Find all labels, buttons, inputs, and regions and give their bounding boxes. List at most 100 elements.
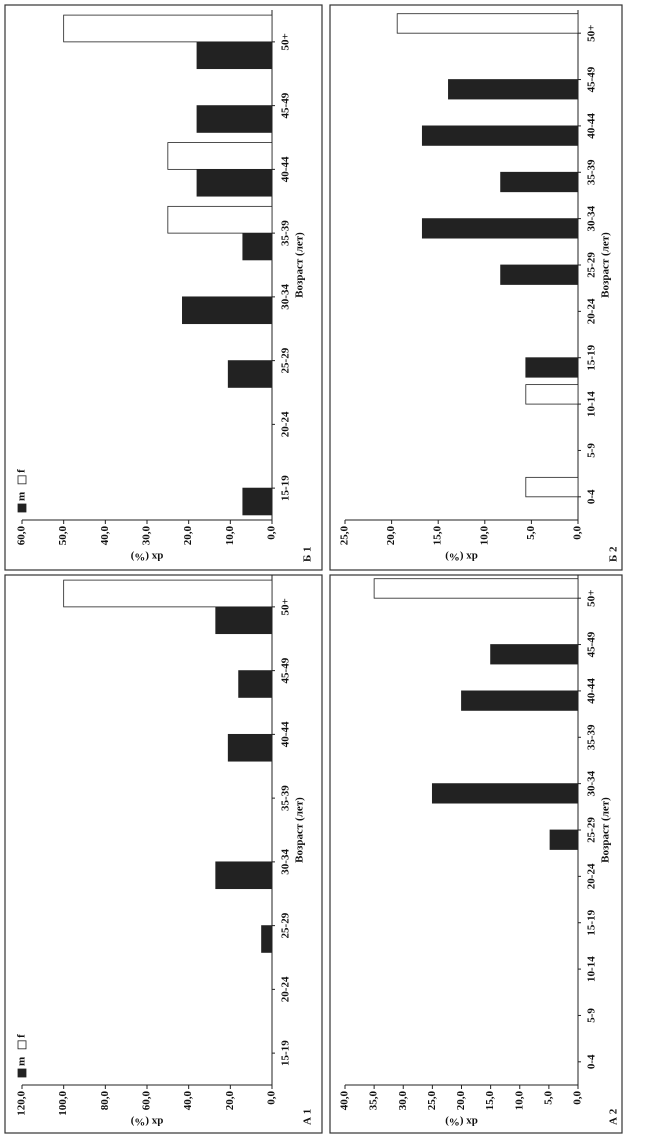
legend-label: m xyxy=(16,1057,28,1066)
x-axis-title: Возраст (лет) xyxy=(600,797,612,863)
x-tick-label: 50+ xyxy=(586,590,598,607)
bar xyxy=(227,733,273,762)
y-tick-label: 60,0 xyxy=(141,1091,153,1111)
legend-swatch xyxy=(17,1068,27,1078)
bar xyxy=(196,105,273,133)
bar xyxy=(196,41,273,70)
panel-label: А 1 xyxy=(302,1109,314,1125)
bar xyxy=(396,13,579,34)
y-axis-title: dx (%) xyxy=(130,1115,163,1127)
x-tick-label: 15-19 xyxy=(280,475,292,501)
x-tick-label: 35-39 xyxy=(280,785,292,811)
bar xyxy=(448,79,579,100)
y-tick-label: 30,0 xyxy=(141,526,153,546)
legend-swatch xyxy=(17,503,27,513)
x-tick-label: 15-19 xyxy=(280,1040,292,1066)
x-tick-label: 35-39 xyxy=(586,724,598,750)
legend-label: f xyxy=(16,1034,28,1038)
x-tick-label: 50+ xyxy=(280,598,292,615)
bar xyxy=(227,360,273,388)
x-tick-label: 20-24 xyxy=(586,863,598,889)
y-tick-label: 20,0 xyxy=(182,526,194,546)
x-axis-title: Возраст (лет) xyxy=(600,232,612,298)
legend-swatch xyxy=(17,475,27,485)
x-tick-label: 15-19 xyxy=(586,344,598,370)
x-tick-label: 5-9 xyxy=(586,1008,598,1023)
bar xyxy=(261,925,273,953)
bar xyxy=(242,232,273,261)
y-tick-label: 0,0 xyxy=(572,1091,584,1105)
x-tick-label: 45-49 xyxy=(586,631,598,657)
bar xyxy=(549,829,579,850)
y-tick-label: 20,0 xyxy=(455,1091,467,1111)
bar xyxy=(215,861,273,890)
y-tick-label: 25,0 xyxy=(426,1091,438,1111)
y-tick-label: 0,0 xyxy=(572,526,584,540)
x-tick-label: 25-29 xyxy=(586,817,598,843)
y-tick-label: 5,0 xyxy=(542,1091,554,1105)
x-axis-title: Возраст (лет) xyxy=(294,797,306,863)
panel-frame xyxy=(4,4,323,571)
x-tick-label: 0-4 xyxy=(586,489,598,504)
y-tick-label: 10,0 xyxy=(478,526,490,546)
x-tick-label: 15-19 xyxy=(586,909,598,935)
y-tick-label: 40,0 xyxy=(339,1091,351,1111)
bar xyxy=(525,384,579,405)
y-tick-label: 40,0 xyxy=(99,526,111,546)
bar xyxy=(525,357,579,378)
bar xyxy=(500,171,579,193)
x-tick-label: 35-39 xyxy=(280,220,292,246)
bar xyxy=(167,142,273,170)
legend-label: f xyxy=(16,469,28,473)
bar xyxy=(63,579,273,608)
rotated-page: 0,0 20,0 40,0 60,0 80,0 100,0 120,0 dx (%) 15-19… xyxy=(4,4,623,1134)
bar xyxy=(431,783,579,804)
x-tick-label: 40-44 xyxy=(586,678,598,704)
y-axis-title: dx (%) xyxy=(445,550,478,562)
y-tick-label: 40,0 xyxy=(182,1091,194,1111)
bar xyxy=(500,264,579,285)
x-tick-label: 25-29 xyxy=(280,347,292,373)
y-axis-title: dx (%) xyxy=(445,1115,478,1127)
y-tick-label: 20,0 xyxy=(224,1091,236,1111)
x-tick-label: 25-29 xyxy=(280,912,292,938)
y-tick-label: 0,0 xyxy=(266,1091,278,1105)
x-tick-label: 30-34 xyxy=(280,849,292,875)
bar xyxy=(63,14,273,43)
y-tick-label: 15,0 xyxy=(432,526,444,546)
y-tick-label: 80,0 xyxy=(99,1091,111,1111)
y-axis-title: dx (%) xyxy=(130,550,163,562)
panel-label: Б 2 xyxy=(608,546,620,562)
bar xyxy=(182,296,273,325)
x-tick-label: 50+ xyxy=(586,25,598,42)
bar xyxy=(461,690,579,711)
y-tick-label: 15,0 xyxy=(484,1091,496,1111)
y-tick-label: 5,0 xyxy=(525,526,537,540)
bar xyxy=(242,487,273,516)
x-tick-label: 45-49 xyxy=(280,92,292,118)
x-tick-label: 20-24 xyxy=(280,411,292,437)
bar xyxy=(373,578,579,599)
panel-frame xyxy=(4,574,323,1134)
y-tick-label: 30,0 xyxy=(397,1091,409,1111)
legend-label: m xyxy=(16,492,28,501)
y-tick-label: 20,0 xyxy=(385,526,397,546)
y-tick-label: 50,0 xyxy=(57,526,69,546)
x-tick-label: 30-34 xyxy=(586,205,598,231)
x-tick-label: 45-49 xyxy=(280,657,292,683)
y-tick-label: 25,0 xyxy=(339,526,351,546)
bar xyxy=(490,644,579,665)
x-tick-label: 40-44 xyxy=(280,721,292,747)
x-axis-title: Возраст (лет) xyxy=(294,232,306,298)
y-tick-label: 10,0 xyxy=(224,526,236,546)
x-tick-label: 45-49 xyxy=(586,66,598,92)
x-tick-label: 20-24 xyxy=(280,976,292,1002)
x-tick-label: 40-44 xyxy=(280,156,292,182)
bar xyxy=(167,205,273,234)
bar xyxy=(421,218,579,239)
x-tick-label: 35-39 xyxy=(586,159,598,185)
panel-frame xyxy=(329,574,623,1134)
x-tick-label: 5-9 xyxy=(586,443,598,458)
x-tick-label: 0-4 xyxy=(586,1054,598,1069)
